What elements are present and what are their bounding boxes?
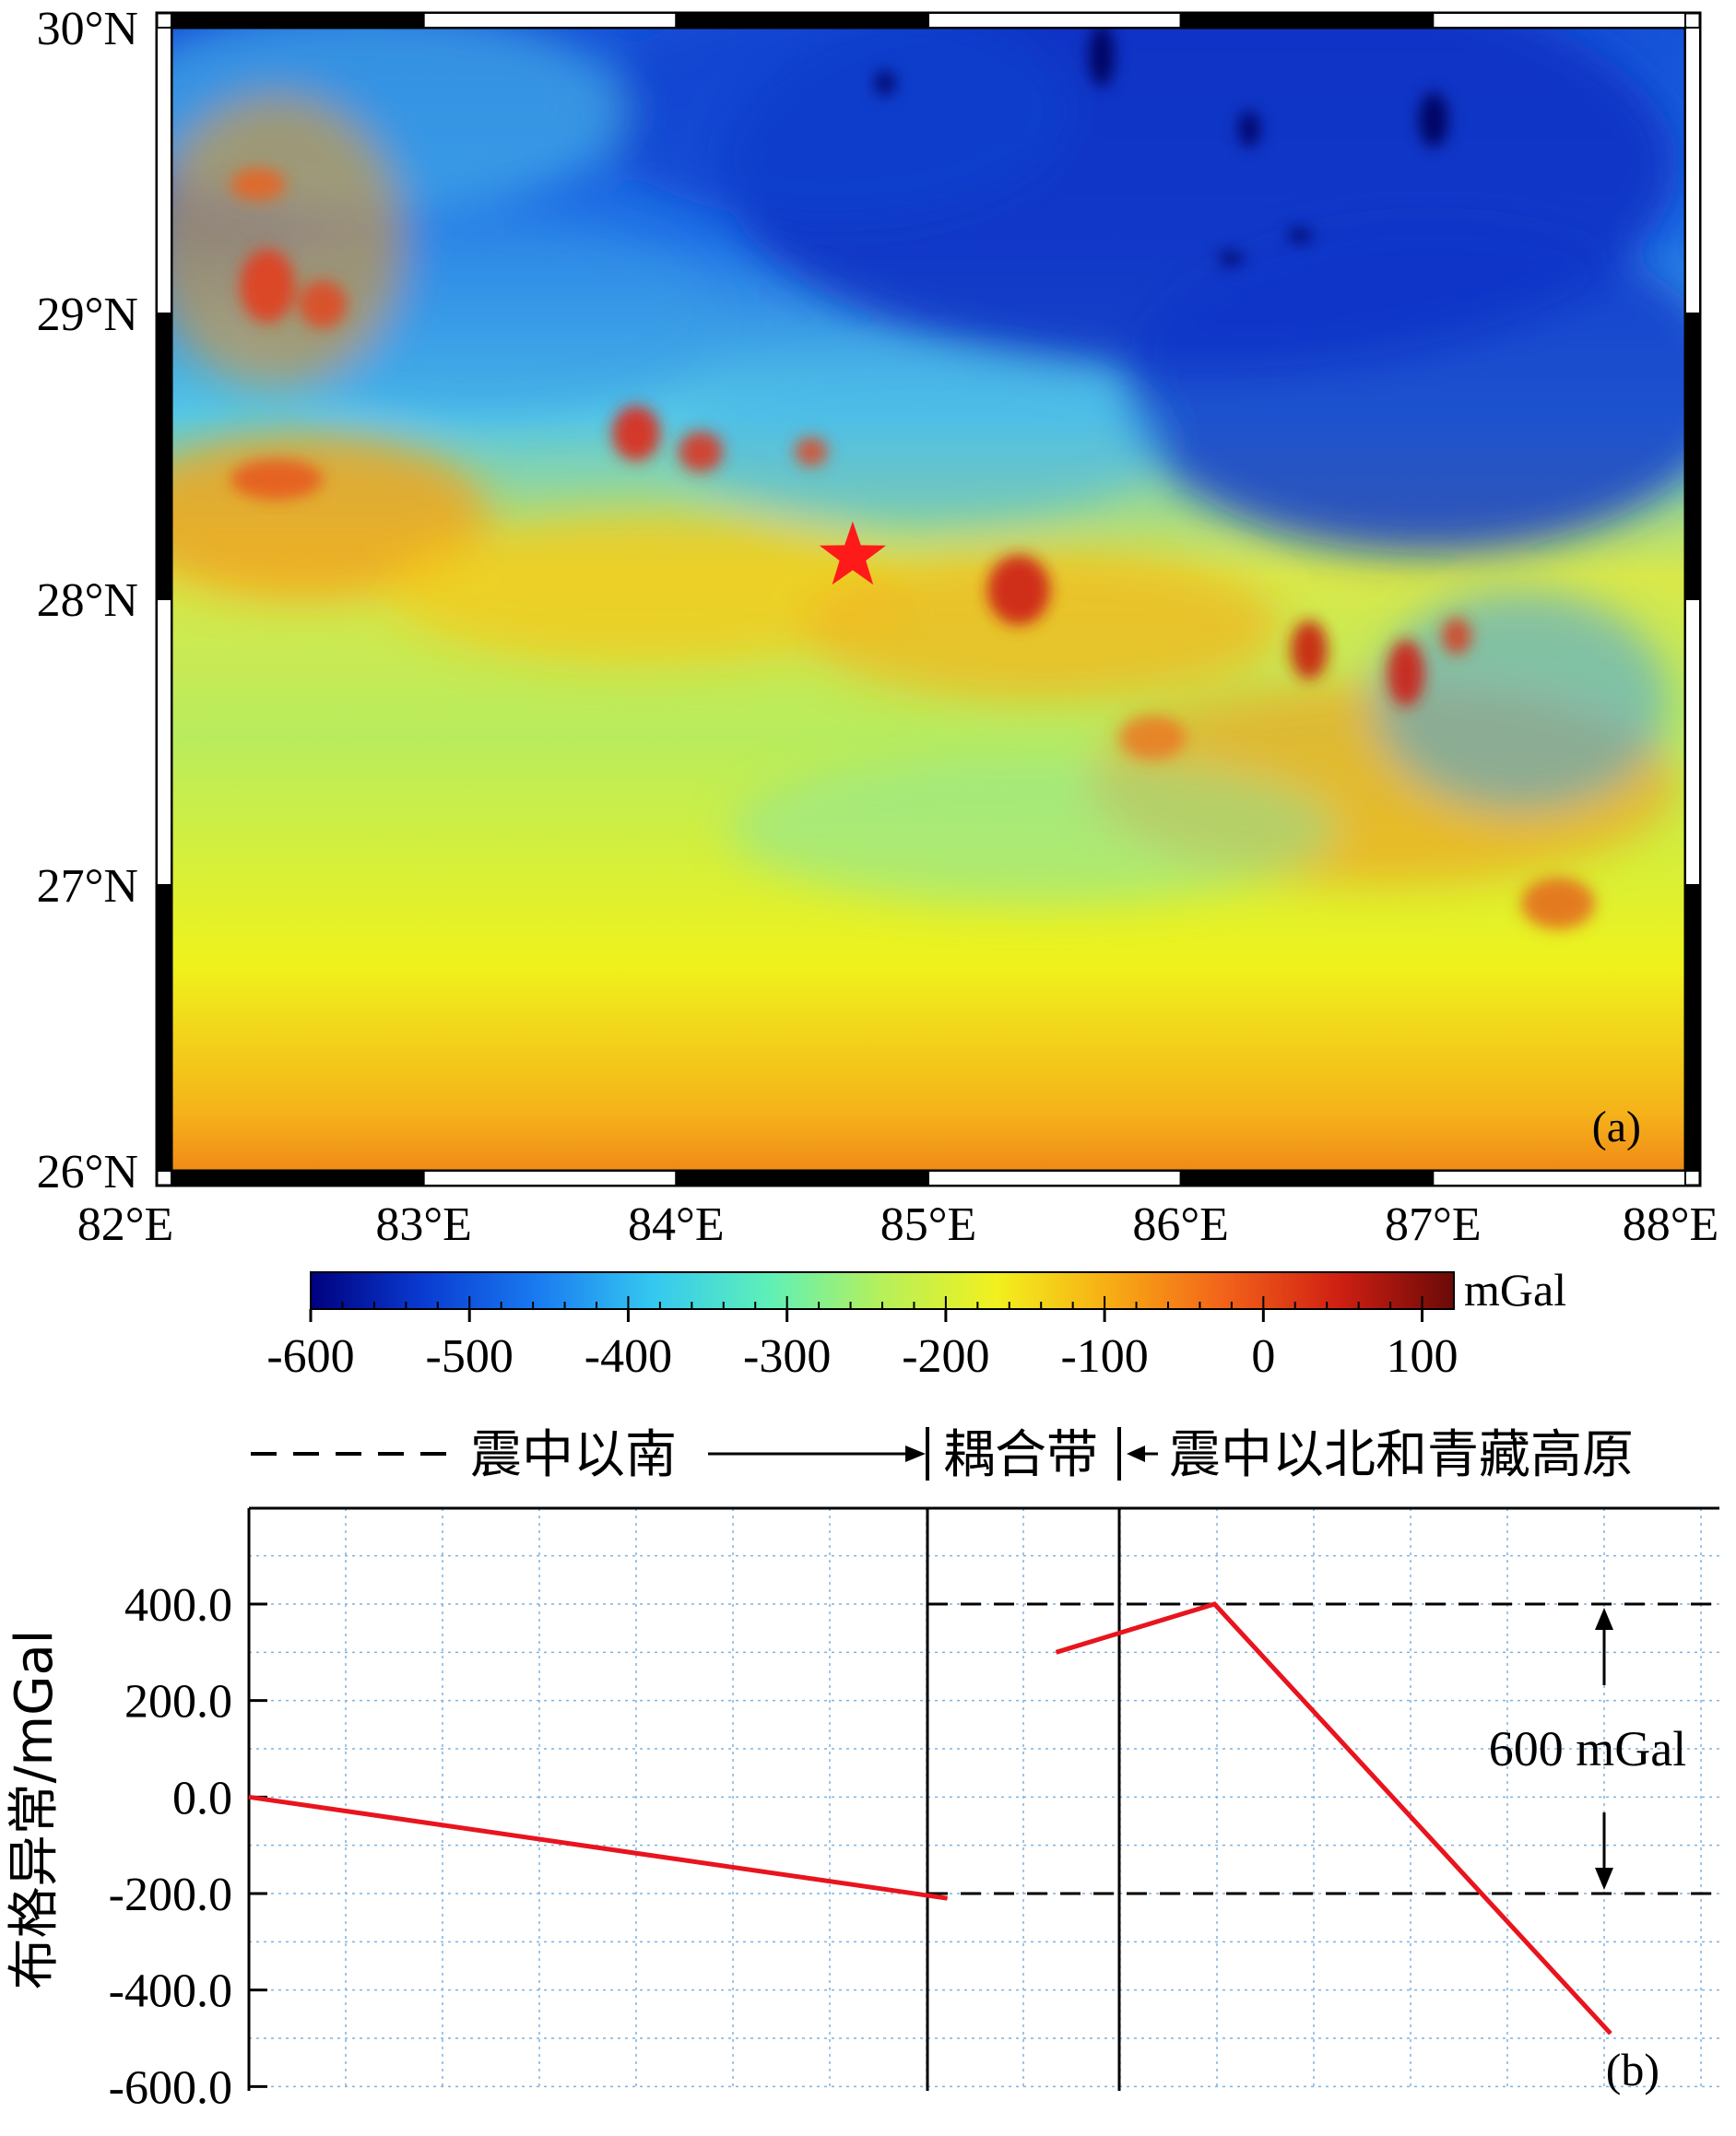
frame-segment-top <box>1432 12 1687 29</box>
colorbar: -600 -500 -400 -300 -200 -100 0 100 mGal <box>266 1264 1566 1383</box>
frame-segment-left <box>156 884 172 1172</box>
panel-b-label: (b) <box>1606 2044 1659 2095</box>
colorbar-tick-label: -200 <box>902 1330 989 1383</box>
latitude-label: 30°N <box>37 3 138 55</box>
y-tick-label: -200.0 <box>109 1869 232 1921</box>
north-arrow-head-icon <box>1127 1446 1145 1462</box>
frame-segment-top <box>1179 12 1435 29</box>
y-tick-label: 400.0 <box>124 1579 232 1632</box>
zone-dividers <box>926 1508 1121 2091</box>
latitude-label: 26°N <box>37 1146 138 1198</box>
longitude-label: 87°E <box>1385 1198 1482 1251</box>
y-tick-label: 200.0 <box>124 1676 232 1729</box>
frame-segment-right <box>1684 313 1701 600</box>
frame-segment-bottom <box>422 1170 678 1186</box>
series-line <box>248 1794 948 1901</box>
latitude-label: 28°N <box>37 574 138 627</box>
map-frame <box>155 11 1702 1187</box>
difference-label: 600 mGal <box>1489 1721 1686 1776</box>
series-point <box>1213 1603 1215 1605</box>
series-point <box>1610 2033 1612 2035</box>
frame-segment-left <box>156 598 172 886</box>
chart-grid <box>248 1508 1719 2091</box>
longitude-label: 84°E <box>628 1198 725 1251</box>
colorbar-unit: mGal <box>1464 1264 1566 1316</box>
frame-segment-right <box>1684 884 1701 1172</box>
colorbar-tick-label: -500 <box>426 1330 514 1383</box>
y-tick-label: -400.0 <box>109 1965 232 2018</box>
longitude-label: 88°E <box>1623 1198 1719 1251</box>
chart-y-label: 布格异常/mGal <box>5 1630 65 1990</box>
colorbar-tick-label: -400 <box>585 1330 672 1383</box>
colorbar-tick-label: -100 <box>1060 1330 1148 1383</box>
south-arrow-head-icon <box>905 1446 926 1462</box>
annotation-down-arrow-icon <box>1595 1868 1613 1890</box>
frame-segment-bottom <box>927 1170 1182 1186</box>
zone-coupling-label: 耦合带 <box>943 1425 1098 1485</box>
frame-segment-top <box>171 12 425 29</box>
longitude-labels: 82°E 83°E 84°E 85°E 86°E 87°E 88°E <box>77 1198 1719 1251</box>
longitude-label: 83°E <box>375 1198 472 1251</box>
longitude-label: 85°E <box>880 1198 977 1251</box>
frame-segment-top <box>927 12 1182 29</box>
series-line <box>1055 1601 1612 2036</box>
latitude-label: 29°N <box>37 289 138 341</box>
colorbar-tick-label: 0 <box>1251 1330 1275 1383</box>
frame-segment-bottom <box>675 1170 929 1186</box>
y-axis-ticks: 400.0 200.0 0.0 -200.0 -400.0 -600.0 <box>109 1579 267 2114</box>
colorbar-ticks: -600 -500 -400 -300 -200 -100 0 100 <box>266 1296 1458 1383</box>
high-anomaly-patches <box>230 28 1595 929</box>
northern-low-zone <box>171 28 1685 903</box>
frame-segment-right <box>1684 27 1701 314</box>
series-point <box>1056 1651 1057 1653</box>
panel-a-label: (a) <box>1592 1103 1641 1151</box>
latitude-labels: 30°N 29°N 28°N 27°N 26°N <box>37 3 138 1198</box>
frame-segment-bottom <box>1179 1170 1435 1186</box>
colorbar-tick-label: -300 <box>743 1330 831 1383</box>
frame-segment-bottom <box>171 1170 425 1186</box>
frame-segment-top <box>422 12 678 29</box>
epicenter-star-icon <box>819 521 886 585</box>
zone-south-label: 震中以南 <box>470 1425 677 1485</box>
map-anomaly-texture <box>171 28 1685 929</box>
longitude-label: 86°E <box>1132 1198 1229 1251</box>
colorbar-tick-label: -600 <box>266 1330 354 1383</box>
zone-north-label: 震中以北和青藏高原 <box>1169 1425 1634 1485</box>
series-point <box>946 1897 948 1899</box>
difference-annotation: 600 mGal <box>1489 1608 1686 1890</box>
series-point <box>248 1796 250 1798</box>
frame-segment-top <box>675 12 929 29</box>
colorbar-tick-label: 100 <box>1387 1330 1458 1383</box>
zone-header: 震中以南 耦合带 震中以北和青藏高原 <box>251 1425 1634 1485</box>
annotation-up-arrow-icon <box>1595 1608 1613 1630</box>
frame-segment-left <box>156 27 172 314</box>
y-tick-label: -600.0 <box>109 2061 232 2114</box>
frame-segment-left <box>156 313 172 600</box>
profile-chart: 400.0 200.0 0.0 -200.0 -400.0 -600.0 600 mGal… <box>5 1506 1719 2114</box>
latitude-label: 27°N <box>37 860 138 913</box>
map-panel: (a) <box>155 11 1702 1187</box>
frame-segment-bottom <box>1432 1170 1687 1186</box>
frame-segment-right <box>1684 598 1701 886</box>
longitude-label: 82°E <box>77 1198 174 1251</box>
chart-series <box>248 1601 1612 2036</box>
y-tick-label: 0.0 <box>172 1772 232 1824</box>
